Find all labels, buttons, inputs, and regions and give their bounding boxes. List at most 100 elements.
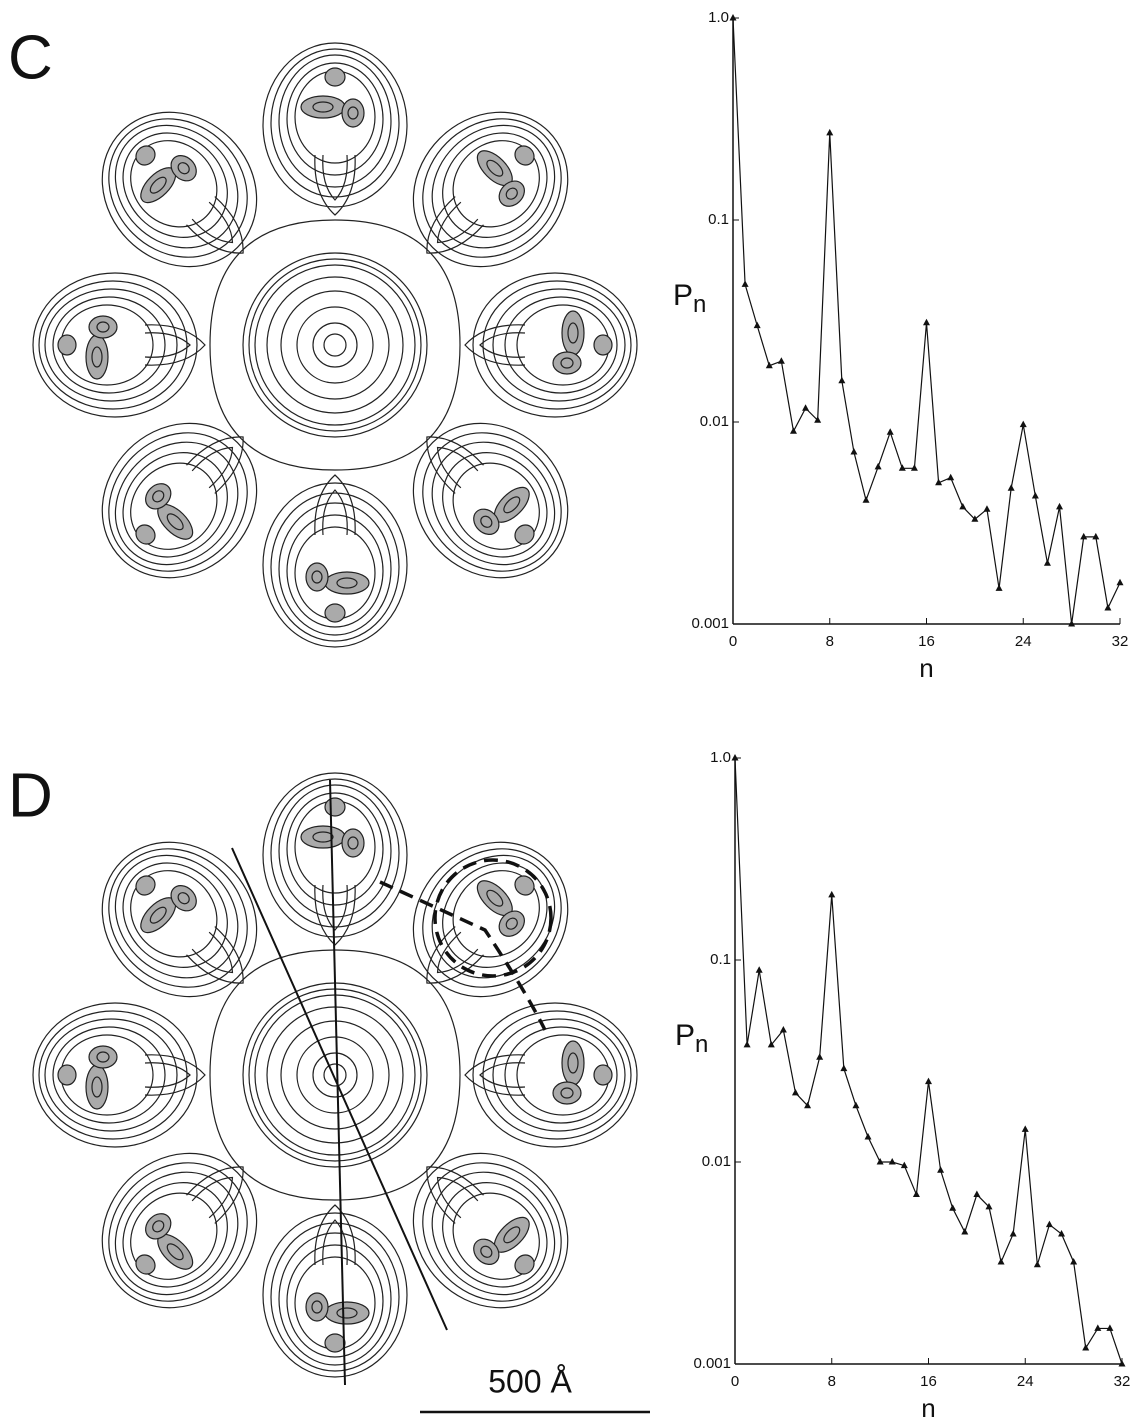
data-point: [1034, 1261, 1041, 1268]
data-point: [1104, 604, 1111, 611]
y-tick-label: 1.0: [710, 749, 731, 766]
data-point: [923, 319, 930, 326]
data-point: [1008, 484, 1015, 491]
lobe: [71, 811, 294, 1034]
lobe: [33, 273, 205, 417]
y-tick-label: 0.01: [700, 413, 729, 430]
lobe: [263, 1205, 407, 1377]
core-rings: [210, 220, 460, 470]
y-label-base: P: [675, 1019, 695, 1052]
data-point: [1092, 533, 1099, 540]
data-point: [790, 427, 797, 434]
data-point: [947, 474, 954, 481]
lobe: [33, 1003, 205, 1147]
highlight-circle: [435, 860, 551, 976]
data-point: [730, 14, 737, 21]
y-label-base: P: [673, 279, 693, 312]
x-tick-label: 0: [731, 1373, 739, 1390]
data-point: [1058, 1230, 1065, 1237]
x-axis-label: n: [921, 1393, 935, 1420]
data-point: [973, 1191, 980, 1198]
data-point: [838, 377, 845, 384]
data-point: [863, 496, 870, 503]
data-point: [850, 448, 857, 455]
data-point: [756, 966, 763, 973]
y-label-sub: n: [693, 291, 706, 318]
y-tick-label: 0.1: [708, 211, 729, 228]
data-point: [949, 1204, 956, 1211]
data-point: [732, 754, 739, 761]
data-point: [925, 1078, 932, 1085]
data-point: [792, 1089, 799, 1096]
x-tick-label: 8: [826, 633, 834, 650]
data-point: [887, 428, 894, 435]
data-point: [1056, 503, 1063, 510]
data-point: [840, 1065, 847, 1072]
y-tick-label: 1.0: [708, 9, 729, 26]
data-point: [826, 129, 833, 136]
data-point: [742, 280, 749, 287]
lobe: [263, 773, 407, 945]
x-tick-label: 24: [1017, 1373, 1034, 1390]
x-tick-label: 24: [1015, 633, 1032, 650]
y-tick-label: 0.1: [710, 951, 731, 968]
y-axis-label: Pn: [673, 279, 706, 318]
lobe: [263, 475, 407, 647]
data-point: [959, 503, 966, 510]
x-tick-label: 8: [828, 1373, 836, 1390]
data-point: [875, 463, 882, 470]
data-point: [889, 1158, 896, 1165]
lobe: [71, 81, 294, 304]
data-point: [996, 584, 1003, 591]
data-point: [983, 505, 990, 512]
data-point: [754, 322, 761, 329]
data-point: [1032, 492, 1039, 499]
series-line: [735, 758, 1122, 1364]
data-point: [899, 464, 906, 471]
lobe: [376, 81, 599, 304]
lobe: [376, 1116, 599, 1339]
y-tick-label: 0.01: [702, 1153, 731, 1170]
lobe: [71, 386, 294, 609]
lobe: [376, 811, 599, 1034]
data-point: [998, 1258, 1005, 1265]
y-tick-label: 0.001: [693, 1355, 731, 1372]
data-point: [865, 1133, 872, 1140]
data-point: [1070, 1258, 1077, 1265]
data-point: [802, 404, 809, 411]
lobe: [465, 273, 637, 417]
data-point: [1044, 559, 1051, 566]
data-point: [1106, 1324, 1113, 1331]
data-point: [1022, 1125, 1029, 1132]
data-point: [1010, 1230, 1017, 1237]
data-point: [1117, 579, 1124, 586]
y-label-sub: n: [695, 1031, 708, 1058]
x-axis-label: n: [919, 653, 933, 683]
data-point: [877, 1158, 884, 1165]
panel-label: C: [8, 23, 53, 92]
data-point: [961, 1228, 968, 1235]
lobe: [465, 1003, 637, 1147]
lobe: [263, 43, 407, 215]
data-point: [778, 357, 785, 364]
data-point: [852, 1102, 859, 1109]
x-tick-label: 0: [729, 633, 737, 650]
x-tick-label: 16: [920, 1373, 937, 1390]
lobe: [376, 386, 599, 609]
contour-map: [33, 43, 637, 647]
data-point: [828, 891, 835, 898]
data-point: [1080, 533, 1087, 540]
y-tick-label: 0.001: [691, 615, 729, 632]
y-axis-label: Pn: [675, 1019, 708, 1058]
contour-map: [33, 773, 637, 1377]
data-point: [744, 1041, 751, 1048]
lobe: [71, 1116, 294, 1339]
data-point: [913, 1191, 920, 1198]
data-point: [1020, 421, 1027, 428]
data-point: [1046, 1221, 1053, 1228]
data-point: [816, 1053, 823, 1060]
x-tick-label: 32: [1114, 1373, 1131, 1390]
data-point: [780, 1026, 787, 1033]
data-point: [911, 464, 918, 471]
panel-label: D: [8, 761, 53, 830]
